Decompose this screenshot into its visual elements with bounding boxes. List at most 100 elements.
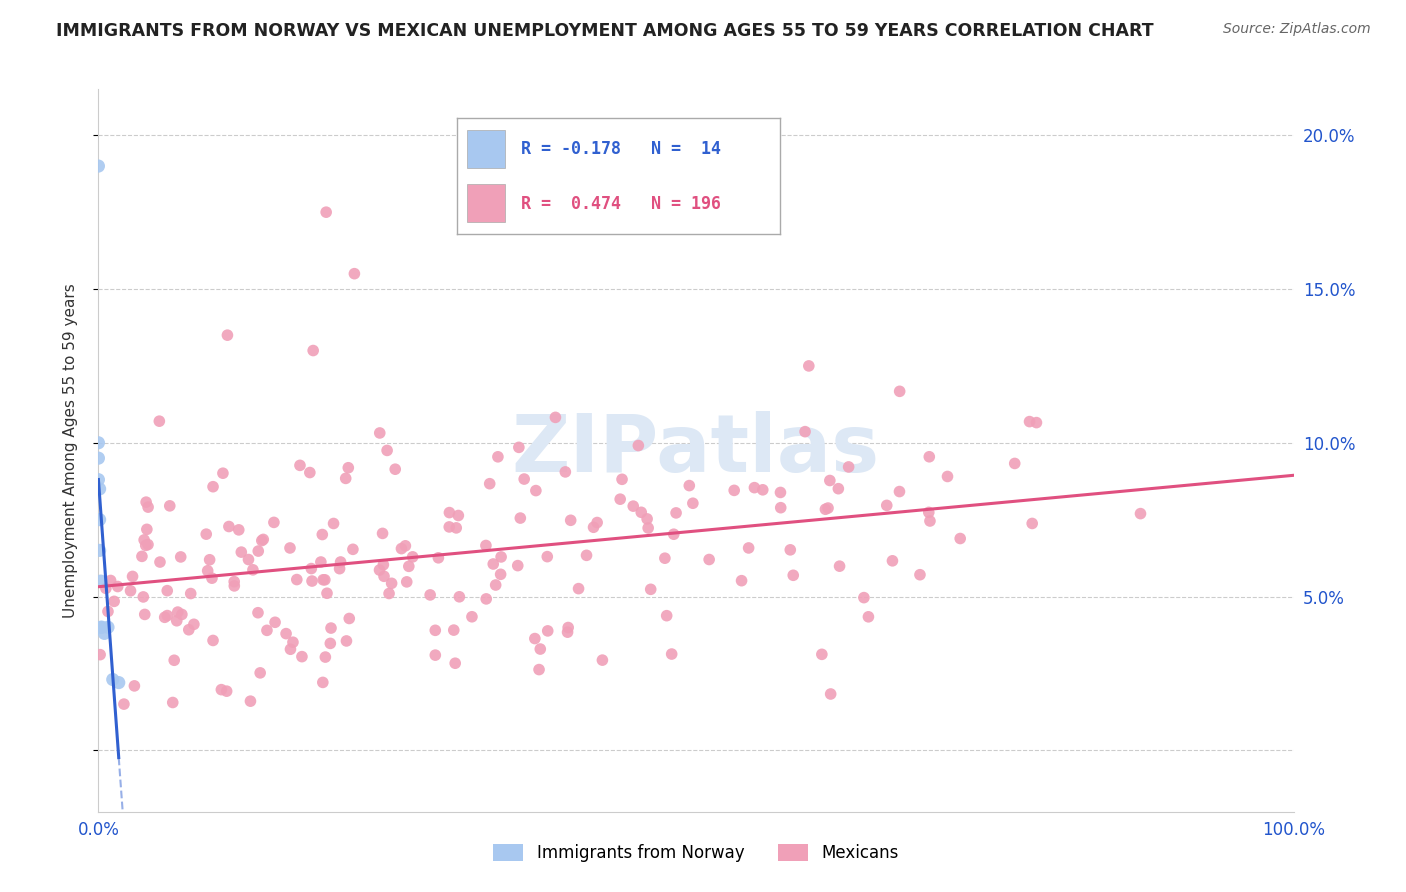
Point <box>1025 416 1047 430</box>
Point <box>238 552 260 566</box>
Point <box>640 582 662 597</box>
Point <box>291 649 314 664</box>
Point <box>567 582 589 596</box>
Point <box>697 552 720 566</box>
Point <box>402 549 425 564</box>
Point <box>197 564 219 578</box>
Point <box>447 508 470 523</box>
Point <box>544 410 567 425</box>
Point <box>280 642 302 657</box>
Point <box>285 573 308 587</box>
Point <box>513 472 536 486</box>
Point <box>537 624 560 638</box>
Point <box>554 465 576 479</box>
Point <box>368 425 391 440</box>
Point <box>162 696 184 710</box>
Point <box>170 607 193 622</box>
Point <box>381 576 404 591</box>
Point <box>444 657 467 671</box>
Point <box>247 544 270 558</box>
Point <box>121 569 143 583</box>
Point <box>89 543 111 558</box>
Point <box>461 609 484 624</box>
Point <box>343 267 366 281</box>
Point <box>87 451 110 466</box>
Point <box>723 483 745 498</box>
Point <box>610 472 633 486</box>
Point <box>908 567 931 582</box>
Point <box>239 694 262 708</box>
Point <box>661 647 683 661</box>
Point <box>811 648 834 662</box>
Point <box>314 573 336 587</box>
Point <box>609 492 631 507</box>
Point <box>87 159 110 173</box>
Point <box>439 506 461 520</box>
Point <box>489 549 512 564</box>
Point <box>315 205 337 219</box>
Point <box>509 511 531 525</box>
Point <box>508 441 530 455</box>
Point <box>820 687 842 701</box>
Point <box>637 521 659 535</box>
Point <box>278 541 301 555</box>
Point <box>309 555 332 569</box>
Point <box>156 583 179 598</box>
Point <box>949 532 972 546</box>
Point <box>489 567 512 582</box>
Point <box>582 520 605 534</box>
Point <box>744 481 766 495</box>
Point <box>444 521 467 535</box>
Point <box>475 539 498 553</box>
Point <box>319 621 342 635</box>
Point <box>202 633 225 648</box>
Point <box>131 549 153 564</box>
Point <box>281 635 304 649</box>
Point <box>250 533 273 548</box>
Point <box>316 586 339 600</box>
Point <box>482 557 505 571</box>
Point <box>828 559 851 574</box>
Point <box>97 604 120 618</box>
Point <box>163 653 186 667</box>
Point <box>527 663 550 677</box>
Point <box>523 632 546 646</box>
Point <box>485 578 508 592</box>
Point <box>337 460 360 475</box>
Point <box>134 607 156 622</box>
Point <box>335 471 357 485</box>
Point <box>329 555 352 569</box>
Point <box>93 626 115 640</box>
Point <box>1018 415 1040 429</box>
Point <box>87 435 110 450</box>
Point <box>398 559 420 574</box>
Point <box>769 485 792 500</box>
Point <box>375 443 398 458</box>
Point <box>302 343 325 358</box>
Point <box>301 574 323 588</box>
Point <box>1021 516 1043 531</box>
Point <box>630 505 652 519</box>
Point <box>425 624 447 638</box>
Point <box>166 614 188 628</box>
Point <box>329 562 352 576</box>
Point <box>371 526 394 541</box>
Point <box>443 623 465 637</box>
Point <box>170 549 193 564</box>
Point <box>478 476 501 491</box>
Point <box>89 513 111 527</box>
Point <box>319 636 342 650</box>
Point <box>838 459 860 474</box>
Point <box>299 561 322 575</box>
Point <box>368 563 391 577</box>
Point <box>107 675 129 690</box>
Point <box>394 539 416 553</box>
Point <box>135 538 157 552</box>
Point <box>662 527 685 541</box>
Point <box>936 469 959 483</box>
Point <box>97 620 120 634</box>
Point <box>312 573 335 587</box>
Point <box>655 608 678 623</box>
Point <box>274 626 297 640</box>
Point <box>769 500 792 515</box>
